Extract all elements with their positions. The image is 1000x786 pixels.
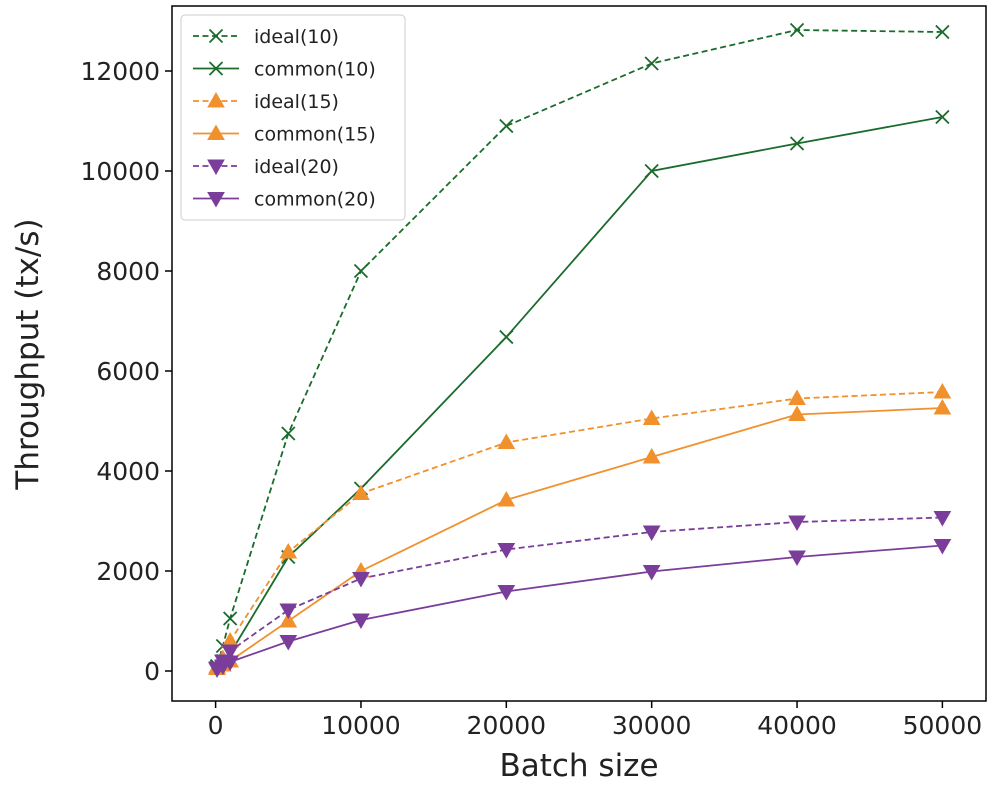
data-point: [935, 24, 950, 40]
series-ideal-20: [208, 511, 952, 678]
marker-stroke: [208, 28, 224, 44]
data-point: [788, 550, 806, 567]
series-common-20: [208, 539, 952, 679]
data-point: [935, 109, 950, 125]
legend-marker: [207, 159, 225, 176]
data-point: [497, 433, 516, 449]
data-point: [353, 263, 369, 279]
series-ideal-15: [208, 382, 952, 674]
x-tick-label: 40000: [757, 711, 837, 740]
series-line: [216, 544, 943, 670]
legend-entry: common(15): [193, 124, 376, 146]
legend-label: common(15): [254, 124, 376, 146]
legend: ideal(10) common(10) ideal(15) common(15) id…: [180, 14, 406, 221]
data-point: [642, 447, 661, 464]
data-point: [644, 56, 659, 71]
marker-stroke: [499, 118, 514, 134]
data-point: [642, 565, 661, 581]
data-point: [279, 635, 298, 651]
marker-stroke: [935, 109, 950, 125]
data-point: [499, 118, 514, 134]
marker-stroke: [281, 426, 296, 441]
legend-entry: ideal(15): [193, 91, 339, 113]
data-point: [933, 539, 952, 555]
y-tick-label: 6000: [96, 357, 160, 386]
data-point: [933, 382, 952, 399]
series-line: [216, 516, 943, 669]
data-point: [499, 329, 514, 345]
marker-stroke: [789, 136, 805, 151]
legend-label: ideal(20): [254, 156, 339, 178]
series-ideal-10: [209, 22, 950, 674]
data-point: [788, 389, 806, 405]
data-point: [497, 543, 516, 559]
x-tick-label: 0: [208, 711, 224, 740]
legend-marker: [207, 192, 225, 208]
legend-box: [180, 14, 406, 221]
data-point: [281, 426, 296, 441]
x-axis-label: Batch size: [499, 748, 658, 784]
marker-stroke: [223, 611, 238, 626]
data-point: [279, 542, 298, 559]
y-tick-label: 0: [144, 657, 160, 686]
data-point: [221, 644, 240, 661]
marker-stroke: [499, 329, 514, 345]
data-point: [279, 603, 298, 620]
x-tick-label: 10000: [321, 711, 401, 740]
data-point: [642, 525, 661, 542]
legend-entry: ideal(20): [193, 156, 339, 178]
legend-label: common(20): [254, 189, 376, 211]
y-tick-label: 8000: [96, 257, 160, 286]
data-point: [497, 490, 516, 507]
legend-marker: [207, 91, 225, 108]
y-tick-label: 10000: [80, 157, 160, 186]
marker-stroke: [935, 24, 950, 40]
data-point: [933, 511, 952, 527]
data-point: [279, 611, 298, 628]
data-point: [789, 136, 805, 151]
data-point: [221, 655, 240, 672]
data-point: [642, 409, 661, 425]
data-point: [223, 611, 238, 626]
data-point: [644, 163, 659, 179]
legend-marker: [208, 28, 224, 44]
marker-stroke: [789, 22, 805, 38]
marker-stroke: [644, 56, 659, 71]
x-tick-label: 30000: [612, 711, 692, 740]
marker-stroke: [208, 61, 224, 76]
data-point: [497, 585, 516, 601]
marker-stroke: [644, 163, 659, 179]
y-axis: 0 2000 4000 6000 8000 10000 12000: [80, 57, 172, 686]
legend-marker: [208, 61, 224, 76]
series-common-15: [208, 398, 952, 675]
data-point: [788, 515, 806, 532]
y-tick-label: 2000: [96, 557, 160, 586]
data-point: [789, 22, 805, 38]
legend-marker: [207, 124, 225, 140]
legend-entry: ideal(10): [193, 26, 339, 48]
y-tick-label: 12000: [80, 57, 160, 86]
plot-frame: [171, 5, 987, 702]
legend-label: common(10): [254, 59, 376, 81]
data-point: [933, 398, 952, 415]
data-point: [352, 613, 370, 630]
data-point: [788, 405, 806, 421]
series-line: [216, 391, 943, 668]
x-tick-label: 50000: [903, 711, 983, 740]
marker-stroke: [353, 263, 369, 279]
y-axis-label: Throughput (tx/s): [10, 218, 46, 490]
x-tick-label: 20000: [467, 711, 547, 740]
data-point: [352, 484, 370, 500]
x-axis: 0 10000 20000 30000 40000 50000: [208, 701, 983, 740]
data-point: [352, 572, 370, 588]
legend-entry: common(10): [193, 59, 376, 81]
y-tick-label: 4000: [96, 457, 160, 486]
series-line: [216, 407, 943, 670]
series-layer: [208, 22, 952, 679]
legend-label: ideal(10): [254, 26, 339, 48]
legend-entry: common(20): [193, 189, 376, 211]
legend-label: ideal(15): [254, 91, 339, 113]
